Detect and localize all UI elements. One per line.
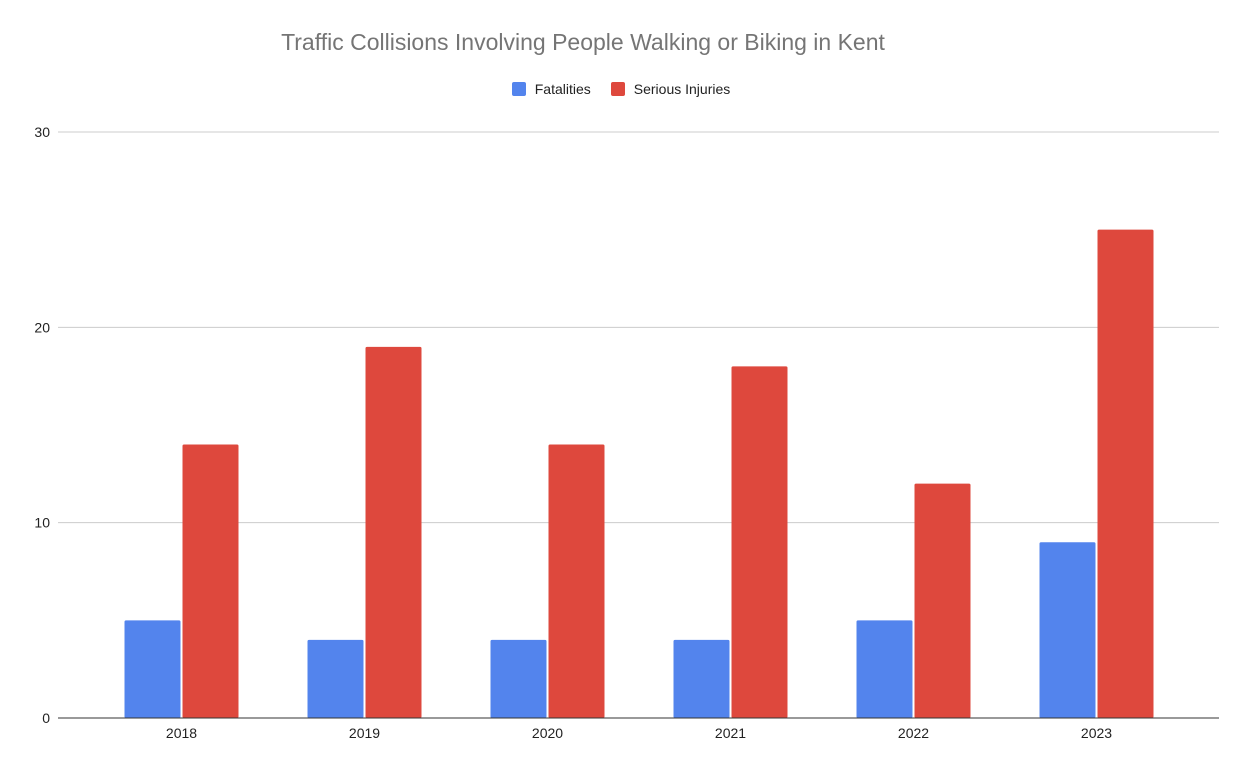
chart-title: Traffic Collisions Involving People Walk… [281, 29, 885, 55]
x-tick-label: 2020 [532, 725, 563, 741]
x-tick-label: 2021 [715, 725, 746, 741]
bar-fatalities-2023 [1039, 542, 1096, 718]
x-tick-label: 2023 [1081, 725, 1112, 741]
bar-serious-injuries-2022 [914, 483, 971, 718]
bar-serious-injuries-2023 [1097, 229, 1154, 718]
bar-serious-injuries-2019 [365, 346, 422, 718]
legend-item-serious-injuries: Serious Injuries [610, 81, 731, 97]
bar-fatalities-2020 [490, 639, 547, 718]
x-tick-label: 2018 [166, 725, 197, 741]
legend-label-fatalities: Fatalities [534, 81, 591, 97]
y-tick-label: 10 [34, 515, 50, 531]
legend-item-fatalities: Fatalities [511, 81, 591, 97]
y-tick-label: 0 [42, 710, 50, 726]
bar-serious-injuries-2018 [182, 444, 239, 718]
x-tick-label: 2019 [349, 725, 380, 741]
x-tick-label: 2022 [898, 725, 929, 741]
legend-label-serious-injuries: Serious Injuries [633, 81, 731, 97]
bar-serious-injuries-2020 [548, 444, 605, 718]
legend: Fatalities Serious Injuries [0, 81, 1242, 97]
legend-swatch-serious-injuries [610, 82, 625, 96]
legend-swatch-fatalities [511, 82, 526, 96]
y-tick-label: 30 [34, 124, 50, 140]
bar-serious-injuries-2021 [731, 366, 788, 718]
bar-fatalities-2022 [856, 620, 913, 718]
y-tick-label: 20 [34, 319, 50, 335]
bar-fatalities-2019 [307, 639, 364, 718]
bar-fatalities-2018 [124, 620, 181, 718]
bar-fatalities-2021 [673, 639, 730, 718]
